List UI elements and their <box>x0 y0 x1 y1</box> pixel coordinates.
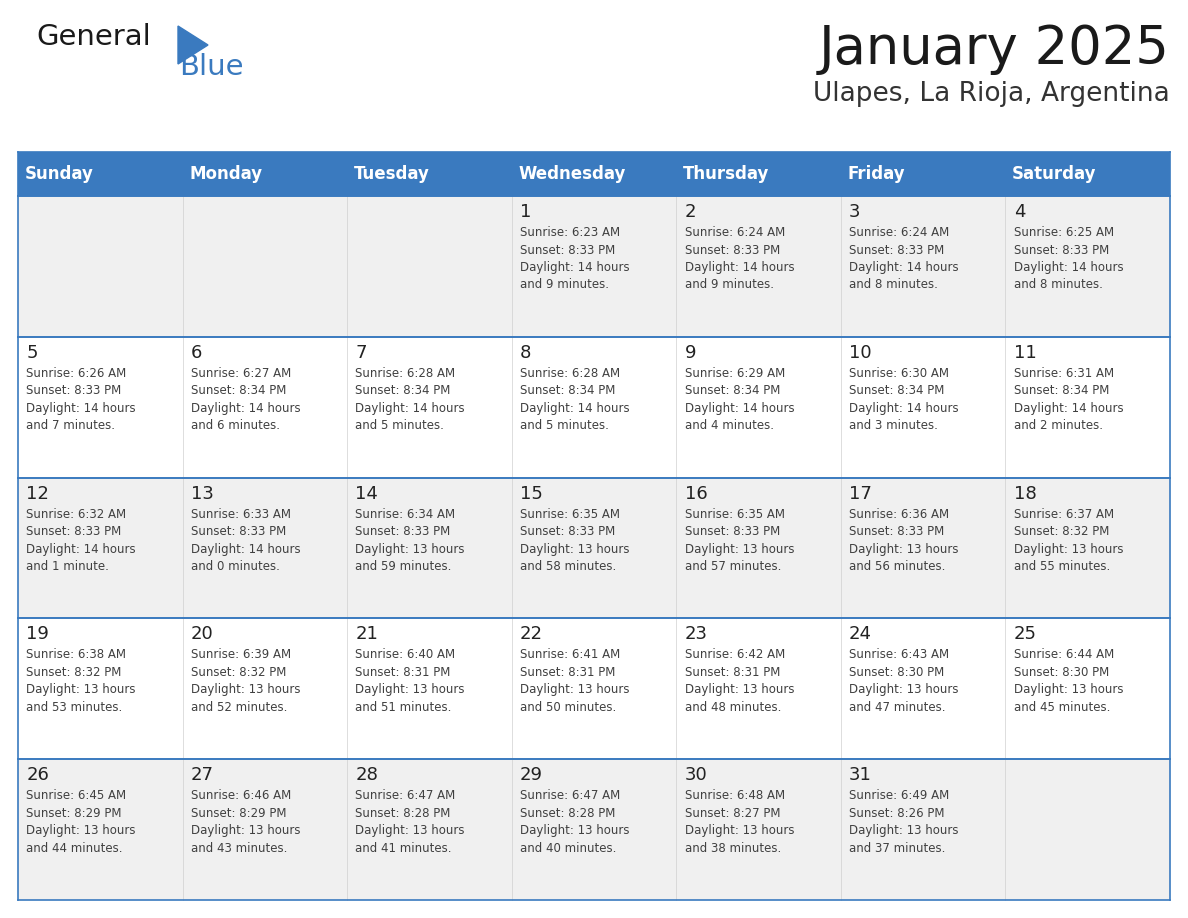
Text: Monday: Monday <box>189 165 263 183</box>
Text: Sunrise: 6:38 AM
Sunset: 8:32 PM
Daylight: 13 hours
and 53 minutes.: Sunrise: 6:38 AM Sunset: 8:32 PM Dayligh… <box>26 648 135 714</box>
Text: 6: 6 <box>191 344 202 362</box>
Text: 11: 11 <box>1013 344 1036 362</box>
Polygon shape <box>178 26 208 64</box>
Text: Sunrise: 6:29 AM
Sunset: 8:34 PM
Daylight: 14 hours
and 4 minutes.: Sunrise: 6:29 AM Sunset: 8:34 PM Dayligh… <box>684 367 794 432</box>
Text: 27: 27 <box>191 767 214 784</box>
Text: Sunrise: 6:47 AM
Sunset: 8:28 PM
Daylight: 13 hours
and 40 minutes.: Sunrise: 6:47 AM Sunset: 8:28 PM Dayligh… <box>520 789 630 855</box>
Text: Sunrise: 6:47 AM
Sunset: 8:28 PM
Daylight: 13 hours
and 41 minutes.: Sunrise: 6:47 AM Sunset: 8:28 PM Dayligh… <box>355 789 465 855</box>
Bar <box>18 477 1170 619</box>
Bar <box>18 759 1170 900</box>
Text: Sunrise: 6:35 AM
Sunset: 8:33 PM
Daylight: 13 hours
and 57 minutes.: Sunrise: 6:35 AM Sunset: 8:33 PM Dayligh… <box>684 508 794 573</box>
Text: Sunrise: 6:31 AM
Sunset: 8:34 PM
Daylight: 14 hours
and 2 minutes.: Sunrise: 6:31 AM Sunset: 8:34 PM Dayligh… <box>1013 367 1124 432</box>
Text: Sunrise: 6:35 AM
Sunset: 8:33 PM
Daylight: 13 hours
and 58 minutes.: Sunrise: 6:35 AM Sunset: 8:33 PM Dayligh… <box>520 508 630 573</box>
Text: Sunrise: 6:26 AM
Sunset: 8:33 PM
Daylight: 14 hours
and 7 minutes.: Sunrise: 6:26 AM Sunset: 8:33 PM Dayligh… <box>26 367 135 432</box>
Bar <box>18 619 1170 759</box>
Text: 16: 16 <box>684 485 707 502</box>
Text: Friday: Friday <box>847 165 905 183</box>
Text: 18: 18 <box>1013 485 1036 502</box>
Bar <box>18 337 1170 477</box>
Text: Sunrise: 6:41 AM
Sunset: 8:31 PM
Daylight: 13 hours
and 50 minutes.: Sunrise: 6:41 AM Sunset: 8:31 PM Dayligh… <box>520 648 630 714</box>
Text: 28: 28 <box>355 767 378 784</box>
Text: Sunday: Sunday <box>25 165 94 183</box>
Text: 29: 29 <box>520 767 543 784</box>
Text: Sunrise: 6:44 AM
Sunset: 8:30 PM
Daylight: 13 hours
and 45 minutes.: Sunrise: 6:44 AM Sunset: 8:30 PM Dayligh… <box>1013 648 1123 714</box>
Text: 8: 8 <box>520 344 531 362</box>
Text: Wednesday: Wednesday <box>518 165 626 183</box>
Text: Sunrise: 6:49 AM
Sunset: 8:26 PM
Daylight: 13 hours
and 37 minutes.: Sunrise: 6:49 AM Sunset: 8:26 PM Dayligh… <box>849 789 959 855</box>
Text: 1: 1 <box>520 203 531 221</box>
Text: 12: 12 <box>26 485 49 502</box>
Text: Sunrise: 6:24 AM
Sunset: 8:33 PM
Daylight: 14 hours
and 8 minutes.: Sunrise: 6:24 AM Sunset: 8:33 PM Dayligh… <box>849 226 959 292</box>
Text: Sunrise: 6:34 AM
Sunset: 8:33 PM
Daylight: 13 hours
and 59 minutes.: Sunrise: 6:34 AM Sunset: 8:33 PM Dayligh… <box>355 508 465 573</box>
Text: Sunrise: 6:40 AM
Sunset: 8:31 PM
Daylight: 13 hours
and 51 minutes.: Sunrise: 6:40 AM Sunset: 8:31 PM Dayligh… <box>355 648 465 714</box>
Text: Sunrise: 6:28 AM
Sunset: 8:34 PM
Daylight: 14 hours
and 5 minutes.: Sunrise: 6:28 AM Sunset: 8:34 PM Dayligh… <box>520 367 630 432</box>
Text: Sunrise: 6:24 AM
Sunset: 8:33 PM
Daylight: 14 hours
and 9 minutes.: Sunrise: 6:24 AM Sunset: 8:33 PM Dayligh… <box>684 226 794 292</box>
Bar <box>18 196 1170 337</box>
Text: Sunrise: 6:42 AM
Sunset: 8:31 PM
Daylight: 13 hours
and 48 minutes.: Sunrise: 6:42 AM Sunset: 8:31 PM Dayligh… <box>684 648 794 714</box>
Text: 7: 7 <box>355 344 367 362</box>
Text: Sunrise: 6:28 AM
Sunset: 8:34 PM
Daylight: 14 hours
and 5 minutes.: Sunrise: 6:28 AM Sunset: 8:34 PM Dayligh… <box>355 367 465 432</box>
Bar <box>18 152 1170 196</box>
Text: 5: 5 <box>26 344 38 362</box>
Text: 20: 20 <box>191 625 214 644</box>
Text: Sunrise: 6:43 AM
Sunset: 8:30 PM
Daylight: 13 hours
and 47 minutes.: Sunrise: 6:43 AM Sunset: 8:30 PM Dayligh… <box>849 648 959 714</box>
Text: 17: 17 <box>849 485 872 502</box>
Text: 23: 23 <box>684 625 708 644</box>
Text: January 2025: January 2025 <box>819 23 1170 75</box>
Text: General: General <box>36 23 151 51</box>
Text: 19: 19 <box>26 625 49 644</box>
Text: 25: 25 <box>1013 625 1037 644</box>
Text: Sunrise: 6:46 AM
Sunset: 8:29 PM
Daylight: 13 hours
and 43 minutes.: Sunrise: 6:46 AM Sunset: 8:29 PM Dayligh… <box>191 789 301 855</box>
Text: Sunrise: 6:48 AM
Sunset: 8:27 PM
Daylight: 13 hours
and 38 minutes.: Sunrise: 6:48 AM Sunset: 8:27 PM Dayligh… <box>684 789 794 855</box>
Text: Sunrise: 6:25 AM
Sunset: 8:33 PM
Daylight: 14 hours
and 8 minutes.: Sunrise: 6:25 AM Sunset: 8:33 PM Dayligh… <box>1013 226 1124 292</box>
Text: 3: 3 <box>849 203 860 221</box>
Text: 14: 14 <box>355 485 378 502</box>
Text: 4: 4 <box>1013 203 1025 221</box>
Text: 24: 24 <box>849 625 872 644</box>
Text: Sunrise: 6:23 AM
Sunset: 8:33 PM
Daylight: 14 hours
and 9 minutes.: Sunrise: 6:23 AM Sunset: 8:33 PM Dayligh… <box>520 226 630 292</box>
Text: 31: 31 <box>849 767 872 784</box>
Text: Sunrise: 6:27 AM
Sunset: 8:34 PM
Daylight: 14 hours
and 6 minutes.: Sunrise: 6:27 AM Sunset: 8:34 PM Dayligh… <box>191 367 301 432</box>
Text: 13: 13 <box>191 485 214 502</box>
Text: Sunrise: 6:39 AM
Sunset: 8:32 PM
Daylight: 13 hours
and 52 minutes.: Sunrise: 6:39 AM Sunset: 8:32 PM Dayligh… <box>191 648 301 714</box>
Text: Thursday: Thursday <box>683 165 770 183</box>
Text: 9: 9 <box>684 344 696 362</box>
Text: 15: 15 <box>520 485 543 502</box>
Text: Blue: Blue <box>179 53 244 81</box>
Text: 26: 26 <box>26 767 49 784</box>
Text: 10: 10 <box>849 344 872 362</box>
Text: Sunrise: 6:37 AM
Sunset: 8:32 PM
Daylight: 13 hours
and 55 minutes.: Sunrise: 6:37 AM Sunset: 8:32 PM Dayligh… <box>1013 508 1123 573</box>
Text: Ulapes, La Rioja, Argentina: Ulapes, La Rioja, Argentina <box>814 81 1170 107</box>
Text: Tuesday: Tuesday <box>354 165 430 183</box>
Text: 22: 22 <box>520 625 543 644</box>
Text: Sunrise: 6:33 AM
Sunset: 8:33 PM
Daylight: 14 hours
and 0 minutes.: Sunrise: 6:33 AM Sunset: 8:33 PM Dayligh… <box>191 508 301 573</box>
Text: Sunrise: 6:36 AM
Sunset: 8:33 PM
Daylight: 13 hours
and 56 minutes.: Sunrise: 6:36 AM Sunset: 8:33 PM Dayligh… <box>849 508 959 573</box>
Text: Sunrise: 6:30 AM
Sunset: 8:34 PM
Daylight: 14 hours
and 3 minutes.: Sunrise: 6:30 AM Sunset: 8:34 PM Dayligh… <box>849 367 959 432</box>
Text: 30: 30 <box>684 767 707 784</box>
Text: 2: 2 <box>684 203 696 221</box>
Text: 21: 21 <box>355 625 378 644</box>
Text: Sunrise: 6:32 AM
Sunset: 8:33 PM
Daylight: 14 hours
and 1 minute.: Sunrise: 6:32 AM Sunset: 8:33 PM Dayligh… <box>26 508 135 573</box>
Text: Sunrise: 6:45 AM
Sunset: 8:29 PM
Daylight: 13 hours
and 44 minutes.: Sunrise: 6:45 AM Sunset: 8:29 PM Dayligh… <box>26 789 135 855</box>
Text: Saturday: Saturday <box>1012 165 1097 183</box>
